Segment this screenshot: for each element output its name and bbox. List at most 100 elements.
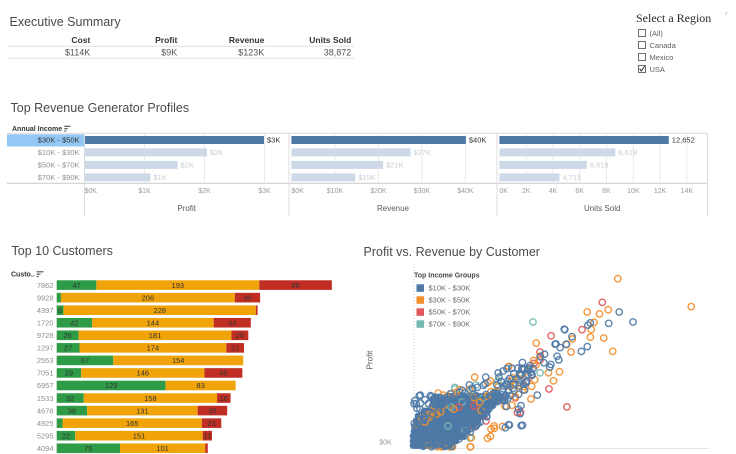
svg-text:12K: 12K <box>654 188 667 195</box>
svg-text:$21K: $21K <box>386 161 404 170</box>
svg-text:20: 20 <box>236 331 244 340</box>
svg-text:47: 47 <box>72 281 80 290</box>
svg-text:10K: 10K <box>627 188 640 195</box>
svg-text:Revenue: Revenue <box>377 204 410 213</box>
svg-text:14K: 14K <box>681 188 694 195</box>
svg-text:Top Income Groups: Top Income Groups <box>414 273 480 280</box>
svg-text:$50K - $70K: $50K - $70K <box>38 161 80 170</box>
svg-text:8: 8 <box>58 306 62 315</box>
svg-text:4925: 4925 <box>37 419 54 428</box>
svg-text:$1K: $1K <box>153 173 166 182</box>
svg-text:11: 11 <box>204 431 212 440</box>
svg-text:$30K: $30K <box>414 188 431 195</box>
svg-text:$50K - $70K: $50K - $70K <box>429 308 471 317</box>
svg-text:131: 131 <box>136 406 149 415</box>
svg-text:$70K - $90K: $70K - $90K <box>429 320 471 329</box>
svg-text:$1K: $1K <box>138 188 151 195</box>
svg-text:$0K: $0K <box>379 439 392 446</box>
svg-text:7051: 7051 <box>37 369 54 378</box>
svg-text:$30K - $50K: $30K - $50K <box>38 136 80 145</box>
svg-text:4K: 4K <box>549 188 558 195</box>
svg-text:$3K: $3K <box>258 188 271 195</box>
svg-text:9728: 9728 <box>37 331 54 340</box>
svg-text:$2K: $2K <box>181 161 194 170</box>
svg-text:144: 144 <box>147 319 160 328</box>
svg-text:67: 67 <box>81 356 89 365</box>
svg-text:Units Sold: Units Sold <box>309 35 351 45</box>
svg-text:$0K: $0K <box>85 188 98 195</box>
svg-text:$9K: $9K <box>161 48 177 58</box>
svg-text:4676: 4676 <box>37 406 54 415</box>
svg-text:174: 174 <box>147 344 160 353</box>
svg-text:0K: 0K <box>499 188 508 195</box>
svg-text:$27K: $27K <box>414 148 432 157</box>
svg-text:22: 22 <box>62 431 70 440</box>
svg-text:2K: 2K <box>522 188 531 195</box>
svg-text:16: 16 <box>220 394 228 403</box>
svg-text:9928: 9928 <box>37 293 54 302</box>
svg-text:86: 86 <box>291 281 299 290</box>
svg-text:83: 83 <box>196 381 204 390</box>
svg-text:75: 75 <box>84 444 92 453</box>
svg-text:154: 154 <box>172 356 185 365</box>
svg-text:30: 30 <box>243 293 251 302</box>
svg-text:101: 101 <box>156 444 169 453</box>
svg-text:Cost: Cost <box>71 35 90 45</box>
svg-text:21: 21 <box>231 344 239 353</box>
svg-text:45: 45 <box>219 369 227 378</box>
svg-text:$70K - $90K: $70K - $90K <box>38 173 80 182</box>
svg-text:2553: 2553 <box>37 356 54 365</box>
svg-text:$10K - $30K: $10K - $30K <box>38 148 80 157</box>
svg-text:$20K: $20K <box>370 188 387 195</box>
svg-text:8K: 8K <box>602 188 611 195</box>
svg-text:23: 23 <box>207 419 215 428</box>
svg-text:193: 193 <box>172 281 185 290</box>
svg-text:1297: 1297 <box>37 344 54 353</box>
svg-text:4094: 4094 <box>37 444 54 453</box>
svg-text:$15K: $15K <box>358 173 376 182</box>
svg-text:Profit: Profit <box>366 350 375 369</box>
svg-text:$40K: $40K <box>457 188 474 195</box>
svg-text:206: 206 <box>142 293 155 302</box>
svg-text:Revenue: Revenue <box>229 35 265 45</box>
svg-text:27: 27 <box>64 344 72 353</box>
svg-text:26: 26 <box>64 331 72 340</box>
svg-text:129: 129 <box>105 381 118 390</box>
svg-text:32: 32 <box>66 394 74 403</box>
svg-text:1720: 1720 <box>37 319 54 328</box>
svg-text:228: 228 <box>153 306 166 315</box>
svg-text:4,715: 4,715 <box>563 173 582 182</box>
svg-text:8,618: 8,618 <box>618 148 637 157</box>
svg-text:$30K - $50K: $30K - $50K <box>429 296 471 305</box>
svg-text:Profit: Profit <box>155 35 177 45</box>
svg-text:6K: 6K <box>575 188 584 195</box>
svg-text:4397: 4397 <box>37 306 54 315</box>
svg-text:$114K: $114K <box>65 48 90 58</box>
svg-text:Annual Income: Annual Income <box>12 126 62 133</box>
svg-text:$40K: $40K <box>469 136 487 145</box>
svg-text:158: 158 <box>144 394 157 403</box>
svg-text:165: 165 <box>126 419 139 428</box>
svg-text:151: 151 <box>133 431 146 440</box>
svg-text:$10K - $30K: $10K - $30K <box>429 284 471 293</box>
svg-text:6,618: 6,618 <box>590 161 609 170</box>
svg-text:$10K: $10K <box>327 188 344 195</box>
svg-text:29: 29 <box>65 369 73 378</box>
svg-text:12,652: 12,652 <box>672 136 695 145</box>
svg-text:$2K: $2K <box>198 188 211 195</box>
svg-text:$3K: $3K <box>267 136 280 145</box>
svg-text:$2K: $2K <box>210 148 223 157</box>
svg-text:35: 35 <box>208 406 216 415</box>
svg-text:38,872: 38,872 <box>324 48 352 58</box>
svg-text:7862: 7862 <box>37 281 54 290</box>
svg-text:44: 44 <box>228 319 236 328</box>
svg-text:6957: 6957 <box>37 381 54 390</box>
svg-text:181: 181 <box>149 331 162 340</box>
svg-text:$123K: $123K <box>238 48 264 58</box>
svg-text:Custo..: Custo.. <box>11 272 35 279</box>
svg-text:Units Sold: Units Sold <box>584 204 620 213</box>
svg-text:$0K: $0K <box>291 188 304 195</box>
svg-text:5295: 5295 <box>37 431 54 440</box>
svg-text:146: 146 <box>137 369 150 378</box>
svg-text:Profit: Profit <box>177 204 196 213</box>
